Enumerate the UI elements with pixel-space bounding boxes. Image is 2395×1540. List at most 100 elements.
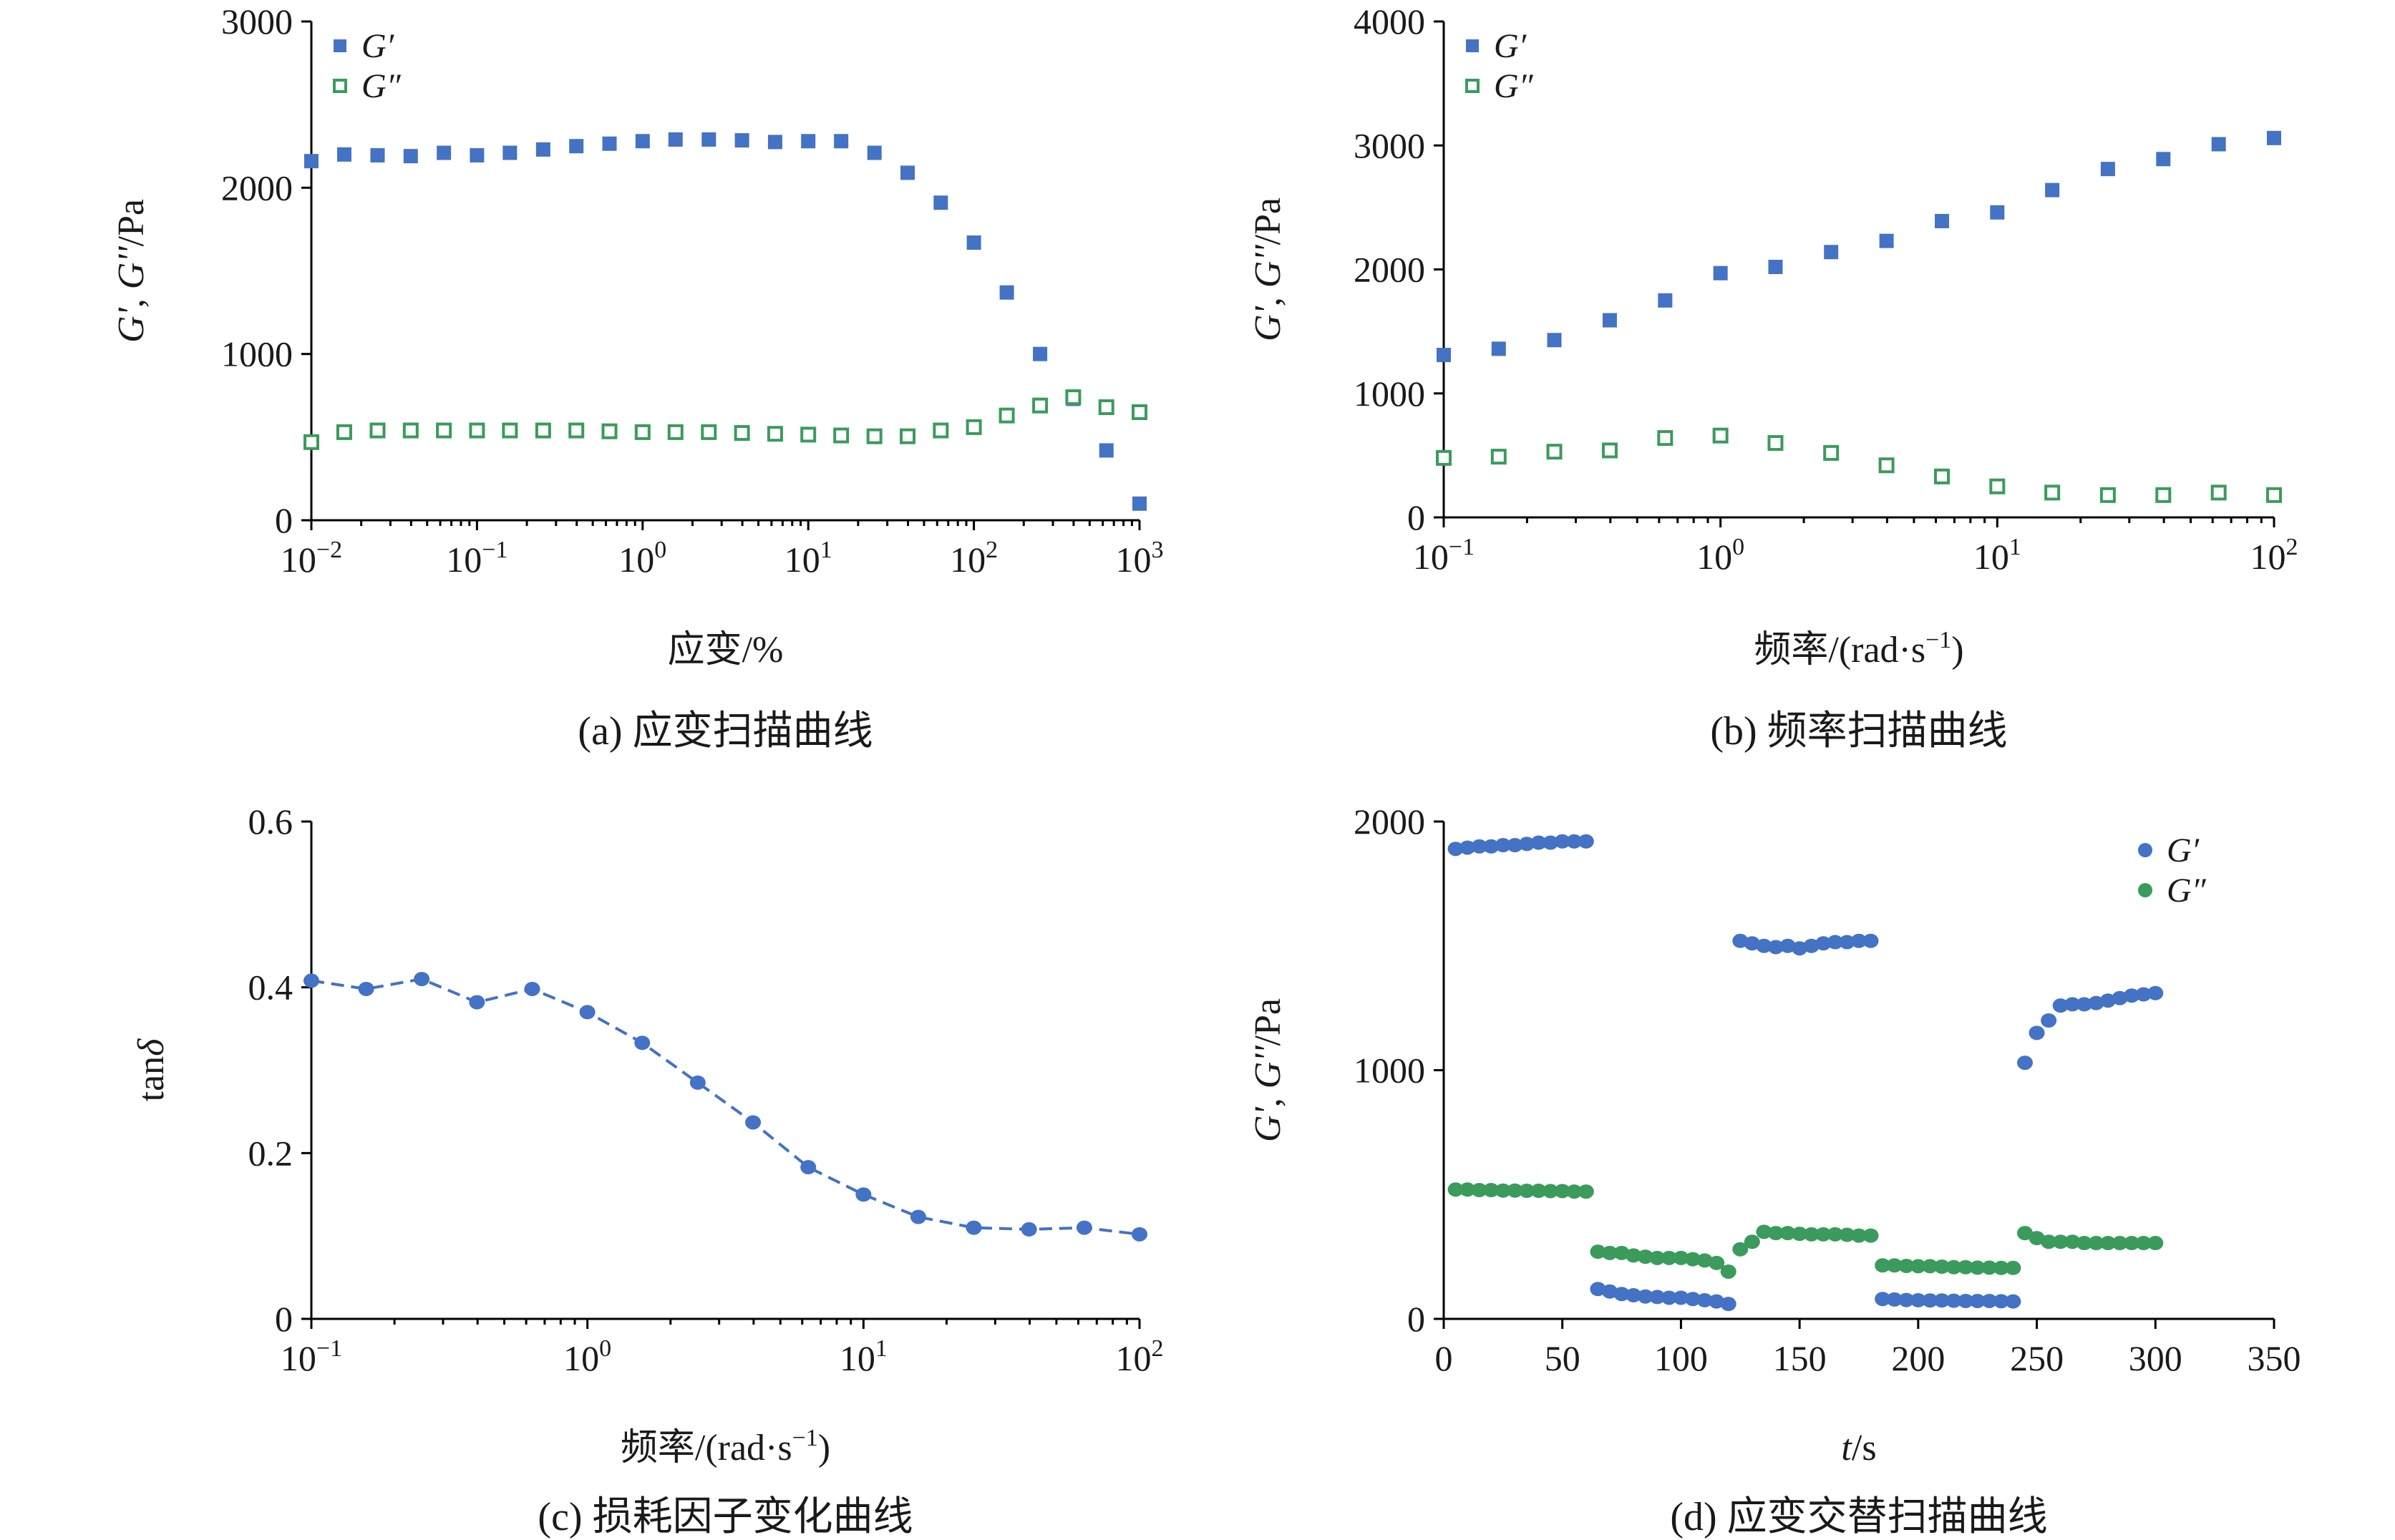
data-point [535, 142, 550, 157]
data-point [1590, 1282, 1606, 1297]
data-point [1033, 346, 1048, 361]
data-point [1945, 1259, 1962, 1275]
data-point [2052, 998, 2069, 1013]
data-point [1934, 1259, 1950, 1275]
x-tick-label: 100 [1654, 1338, 1708, 1378]
data-point [303, 434, 319, 450]
y-tick-label: 0.4 [248, 968, 293, 1008]
data-point [1566, 1184, 1583, 1199]
data-point [767, 135, 782, 150]
data-point [1862, 933, 1879, 948]
data-point [1590, 1244, 1606, 1259]
data-point [1898, 1258, 1915, 1273]
legend-label: G″ [361, 67, 402, 105]
panel-d-alternating-strain: 0 1000 2000 0 50 100 150 200 250 300 350 t/s G', G''… [1248, 801, 2301, 1539]
x-axis-label: 应变/% [668, 630, 784, 671]
data-point [535, 422, 551, 439]
data-point [1626, 1248, 1642, 1263]
data-point [1673, 1290, 1689, 1305]
data-point [1437, 348, 1451, 363]
data-point [2155, 487, 2172, 503]
legend: G′G″ [333, 27, 402, 105]
x-tick-label: 100 [1696, 534, 1744, 577]
data-point [1945, 1293, 1962, 1308]
data-point [1993, 1260, 2009, 1275]
data-point [2017, 1226, 2033, 1241]
data-point [689, 1075, 706, 1090]
data-point [1519, 1184, 1535, 1199]
data-point [2044, 484, 2061, 501]
data-point [602, 136, 617, 151]
data-point [701, 424, 717, 440]
data-point [1981, 1293, 1998, 1308]
data-point [833, 427, 850, 444]
data-point [1530, 1184, 1547, 1199]
data-point [1543, 1184, 1559, 1199]
data-point [1878, 457, 1895, 474]
data-point [1132, 1227, 1147, 1242]
series-g-prime [303, 972, 1147, 1242]
data-point [2112, 1236, 2128, 1251]
data-point [800, 1160, 817, 1175]
data-point [933, 422, 949, 439]
y-tick-label: 0 [1407, 1299, 1425, 1339]
data-point [2135, 1236, 2152, 1251]
data-point [1779, 1226, 1796, 1241]
x-tick-label: 100 [618, 537, 666, 580]
data-point [1827, 935, 1843, 950]
data-point [1720, 1297, 1736, 1312]
x-tick-label: 50 [1545, 1338, 1580, 1378]
data-point [2005, 1294, 2021, 1309]
x-tick-label: 102 [2250, 534, 2298, 577]
data-point [966, 1220, 982, 1235]
legend-marker [1465, 79, 1480, 93]
x-axis-label: t/s [1841, 1428, 1876, 1468]
x-tick-label: 101 [1973, 534, 2021, 577]
data-point [1495, 838, 1511, 853]
data-point [1602, 1245, 1618, 1260]
data-point [2088, 995, 2104, 1010]
data-point [1756, 1224, 1772, 1239]
data-point [1543, 835, 1559, 850]
data-point [1459, 1182, 1476, 1197]
y-tick-label: 2000 [1354, 801, 1425, 842]
data-point [2124, 988, 2140, 1003]
data-point [1879, 233, 1894, 248]
data-point [1922, 1293, 1938, 1308]
data-point [2076, 997, 2092, 1012]
y-axis-label: G', G''/Pa [111, 199, 152, 343]
y-tick-label: 2000 [221, 167, 293, 208]
data-point [1713, 265, 1728, 281]
data-point [1554, 834, 1570, 849]
series-g-double-prime [1436, 427, 2282, 503]
series-g-double-prime [1447, 1182, 2164, 1279]
legend-marker [1466, 39, 1479, 52]
y-axis-label: G', G''/Pa [1248, 198, 1288, 341]
data-point [1649, 1250, 1666, 1265]
data-point [470, 148, 485, 163]
data-point [1709, 1294, 1725, 1309]
data-point [745, 1115, 762, 1130]
x-tick-label: 300 [2129, 1338, 2182, 1378]
y-tick-label: 0.2 [248, 1133, 293, 1173]
data-point [1530, 835, 1547, 850]
data-point [1779, 938, 1796, 953]
data-point [866, 428, 883, 444]
data-point [303, 973, 319, 988]
data-point [1910, 1259, 1926, 1274]
data-point [1495, 1183, 1511, 1198]
data-point [1969, 1293, 1986, 1308]
data-point [1098, 399, 1114, 416]
data-point [734, 133, 749, 148]
data-point [2267, 130, 2281, 145]
data-point [1099, 443, 1114, 458]
data-point [1815, 936, 1832, 951]
data-point [2100, 1236, 2116, 1251]
legend-label: G″ [2167, 872, 2207, 910]
data-point [1471, 839, 1487, 854]
data-point [1490, 449, 1507, 465]
data-point [910, 1209, 926, 1224]
data-point [2017, 1056, 2033, 1071]
data-point [402, 422, 419, 439]
data-point [900, 428, 916, 444]
